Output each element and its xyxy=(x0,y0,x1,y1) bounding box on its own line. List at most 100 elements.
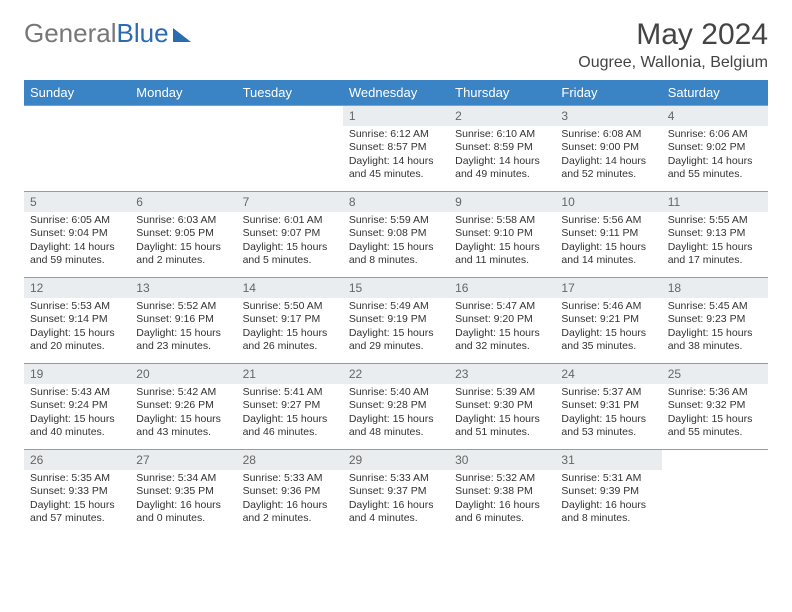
day-details: Sunrise: 6:06 AMSunset: 9:02 PMDaylight:… xyxy=(662,126,768,186)
calendar-day-cell: 29Sunrise: 5:33 AMSunset: 9:37 PMDayligh… xyxy=(343,450,449,536)
calendar-day-cell: 6Sunrise: 6:03 AMSunset: 9:05 PMDaylight… xyxy=(130,192,236,278)
calendar-day-cell: 17Sunrise: 5:46 AMSunset: 9:21 PMDayligh… xyxy=(555,278,661,364)
calendar-day-cell: 14Sunrise: 5:50 AMSunset: 9:17 PMDayligh… xyxy=(237,278,343,364)
day-details: Sunrise: 5:33 AMSunset: 9:36 PMDaylight:… xyxy=(237,470,343,530)
calendar-day-cell: 8Sunrise: 5:59 AMSunset: 9:08 PMDaylight… xyxy=(343,192,449,278)
header: GeneralBlue May 2024 Ougree, Wallonia, B… xyxy=(24,18,768,72)
day-number: 6 xyxy=(130,192,236,212)
day-number: 28 xyxy=(237,450,343,470)
day-details: Sunrise: 5:35 AMSunset: 9:33 PMDaylight:… xyxy=(24,470,130,530)
calendar-day-cell: 4Sunrise: 6:06 AMSunset: 9:02 PMDaylight… xyxy=(662,106,768,192)
weekday-header: Sunday xyxy=(24,80,130,106)
logo-text-1: General xyxy=(24,18,117,49)
day-details: Sunrise: 5:59 AMSunset: 9:08 PMDaylight:… xyxy=(343,212,449,272)
calendar-day-cell: 22Sunrise: 5:40 AMSunset: 9:28 PMDayligh… xyxy=(343,364,449,450)
logo-text-2: Blue xyxy=(117,18,169,49)
day-details: Sunrise: 5:52 AMSunset: 9:16 PMDaylight:… xyxy=(130,298,236,358)
day-details: Sunrise: 5:43 AMSunset: 9:24 PMDaylight:… xyxy=(24,384,130,444)
calendar-week-row: 5Sunrise: 6:05 AMSunset: 9:04 PMDaylight… xyxy=(24,192,768,278)
day-details: Sunrise: 5:47 AMSunset: 9:20 PMDaylight:… xyxy=(449,298,555,358)
day-details: Sunrise: 5:37 AMSunset: 9:31 PMDaylight:… xyxy=(555,384,661,444)
calendar-day-cell: 24Sunrise: 5:37 AMSunset: 9:31 PMDayligh… xyxy=(555,364,661,450)
day-number: 10 xyxy=(555,192,661,212)
day-number: 4 xyxy=(662,106,768,126)
day-details: Sunrise: 6:01 AMSunset: 9:07 PMDaylight:… xyxy=(237,212,343,272)
weekday-header: Wednesday xyxy=(343,80,449,106)
day-details: Sunrise: 5:46 AMSunset: 9:21 PMDaylight:… xyxy=(555,298,661,358)
day-number: 15 xyxy=(343,278,449,298)
calendar-day-cell: 16Sunrise: 5:47 AMSunset: 9:20 PMDayligh… xyxy=(449,278,555,364)
day-details: Sunrise: 5:36 AMSunset: 9:32 PMDaylight:… xyxy=(662,384,768,444)
calendar-day-cell: 3Sunrise: 6:08 AMSunset: 9:00 PMDaylight… xyxy=(555,106,661,192)
calendar-day-cell: 9Sunrise: 5:58 AMSunset: 9:10 PMDaylight… xyxy=(449,192,555,278)
calendar-day-cell: 21Sunrise: 5:41 AMSunset: 9:27 PMDayligh… xyxy=(237,364,343,450)
day-number: 5 xyxy=(24,192,130,212)
calendar-day-cell: 19Sunrise: 5:43 AMSunset: 9:24 PMDayligh… xyxy=(24,364,130,450)
calendar-day-cell: 31Sunrise: 5:31 AMSunset: 9:39 PMDayligh… xyxy=(555,450,661,536)
day-number: 12 xyxy=(24,278,130,298)
day-number: 17 xyxy=(555,278,661,298)
day-details: Sunrise: 5:45 AMSunset: 9:23 PMDaylight:… xyxy=(662,298,768,358)
calendar-header: SundayMondayTuesdayWednesdayThursdayFrid… xyxy=(24,80,768,106)
day-details: Sunrise: 5:31 AMSunset: 9:39 PMDaylight:… xyxy=(555,470,661,530)
day-number: 9 xyxy=(449,192,555,212)
day-details: Sunrise: 5:34 AMSunset: 9:35 PMDaylight:… xyxy=(130,470,236,530)
title-block: May 2024 Ougree, Wallonia, Belgium xyxy=(578,18,768,72)
calendar-day-cell: 28Sunrise: 5:33 AMSunset: 9:36 PMDayligh… xyxy=(237,450,343,536)
day-number: 14 xyxy=(237,278,343,298)
calendar-day-cell: 26Sunrise: 5:35 AMSunset: 9:33 PMDayligh… xyxy=(24,450,130,536)
day-details: Sunrise: 5:58 AMSunset: 9:10 PMDaylight:… xyxy=(449,212,555,272)
logo: GeneralBlue xyxy=(24,18,191,49)
calendar-empty-cell xyxy=(24,106,130,192)
calendar-day-cell: 27Sunrise: 5:34 AMSunset: 9:35 PMDayligh… xyxy=(130,450,236,536)
day-number: 7 xyxy=(237,192,343,212)
day-details: Sunrise: 5:42 AMSunset: 9:26 PMDaylight:… xyxy=(130,384,236,444)
day-number: 23 xyxy=(449,364,555,384)
day-details: Sunrise: 5:39 AMSunset: 9:30 PMDaylight:… xyxy=(449,384,555,444)
calendar-week-row: 1Sunrise: 6:12 AMSunset: 8:57 PMDaylight… xyxy=(24,106,768,192)
day-details: Sunrise: 5:32 AMSunset: 9:38 PMDaylight:… xyxy=(449,470,555,530)
logo-mark-icon xyxy=(173,28,191,42)
day-number: 1 xyxy=(343,106,449,126)
calendar-day-cell: 2Sunrise: 6:10 AMSunset: 8:59 PMDaylight… xyxy=(449,106,555,192)
calendar-empty-cell xyxy=(662,450,768,536)
day-number: 21 xyxy=(237,364,343,384)
weekday-header: Friday xyxy=(555,80,661,106)
day-number: 26 xyxy=(24,450,130,470)
day-number: 2 xyxy=(449,106,555,126)
calendar-week-row: 12Sunrise: 5:53 AMSunset: 9:14 PMDayligh… xyxy=(24,278,768,364)
calendar-day-cell: 5Sunrise: 6:05 AMSunset: 9:04 PMDaylight… xyxy=(24,192,130,278)
calendar-day-cell: 18Sunrise: 5:45 AMSunset: 9:23 PMDayligh… xyxy=(662,278,768,364)
day-details: Sunrise: 5:49 AMSunset: 9:19 PMDaylight:… xyxy=(343,298,449,358)
day-number: 11 xyxy=(662,192,768,212)
calendar-body: 1Sunrise: 6:12 AMSunset: 8:57 PMDaylight… xyxy=(24,106,768,536)
day-details: Sunrise: 6:12 AMSunset: 8:57 PMDaylight:… xyxy=(343,126,449,186)
day-details: Sunrise: 6:05 AMSunset: 9:04 PMDaylight:… xyxy=(24,212,130,272)
day-number: 27 xyxy=(130,450,236,470)
day-number: 29 xyxy=(343,450,449,470)
weekday-header: Saturday xyxy=(662,80,768,106)
calendar-empty-cell xyxy=(130,106,236,192)
day-number: 18 xyxy=(662,278,768,298)
calendar-week-row: 19Sunrise: 5:43 AMSunset: 9:24 PMDayligh… xyxy=(24,364,768,450)
day-number: 30 xyxy=(449,450,555,470)
day-number: 22 xyxy=(343,364,449,384)
day-number: 24 xyxy=(555,364,661,384)
calendar-day-cell: 12Sunrise: 5:53 AMSunset: 9:14 PMDayligh… xyxy=(24,278,130,364)
day-details: Sunrise: 6:10 AMSunset: 8:59 PMDaylight:… xyxy=(449,126,555,186)
calendar-day-cell: 20Sunrise: 5:42 AMSunset: 9:26 PMDayligh… xyxy=(130,364,236,450)
day-details: Sunrise: 6:03 AMSunset: 9:05 PMDaylight:… xyxy=(130,212,236,272)
calendar-day-cell: 25Sunrise: 5:36 AMSunset: 9:32 PMDayligh… xyxy=(662,364,768,450)
day-details: Sunrise: 6:08 AMSunset: 9:00 PMDaylight:… xyxy=(555,126,661,186)
day-details: Sunrise: 5:50 AMSunset: 9:17 PMDaylight:… xyxy=(237,298,343,358)
day-details: Sunrise: 5:53 AMSunset: 9:14 PMDaylight:… xyxy=(24,298,130,358)
weekday-header: Tuesday xyxy=(237,80,343,106)
day-number: 3 xyxy=(555,106,661,126)
day-number: 13 xyxy=(130,278,236,298)
calendar-day-cell: 10Sunrise: 5:56 AMSunset: 9:11 PMDayligh… xyxy=(555,192,661,278)
day-number: 19 xyxy=(24,364,130,384)
calendar-day-cell: 30Sunrise: 5:32 AMSunset: 9:38 PMDayligh… xyxy=(449,450,555,536)
day-details: Sunrise: 5:33 AMSunset: 9:37 PMDaylight:… xyxy=(343,470,449,530)
day-details: Sunrise: 5:56 AMSunset: 9:11 PMDaylight:… xyxy=(555,212,661,272)
day-number: 20 xyxy=(130,364,236,384)
